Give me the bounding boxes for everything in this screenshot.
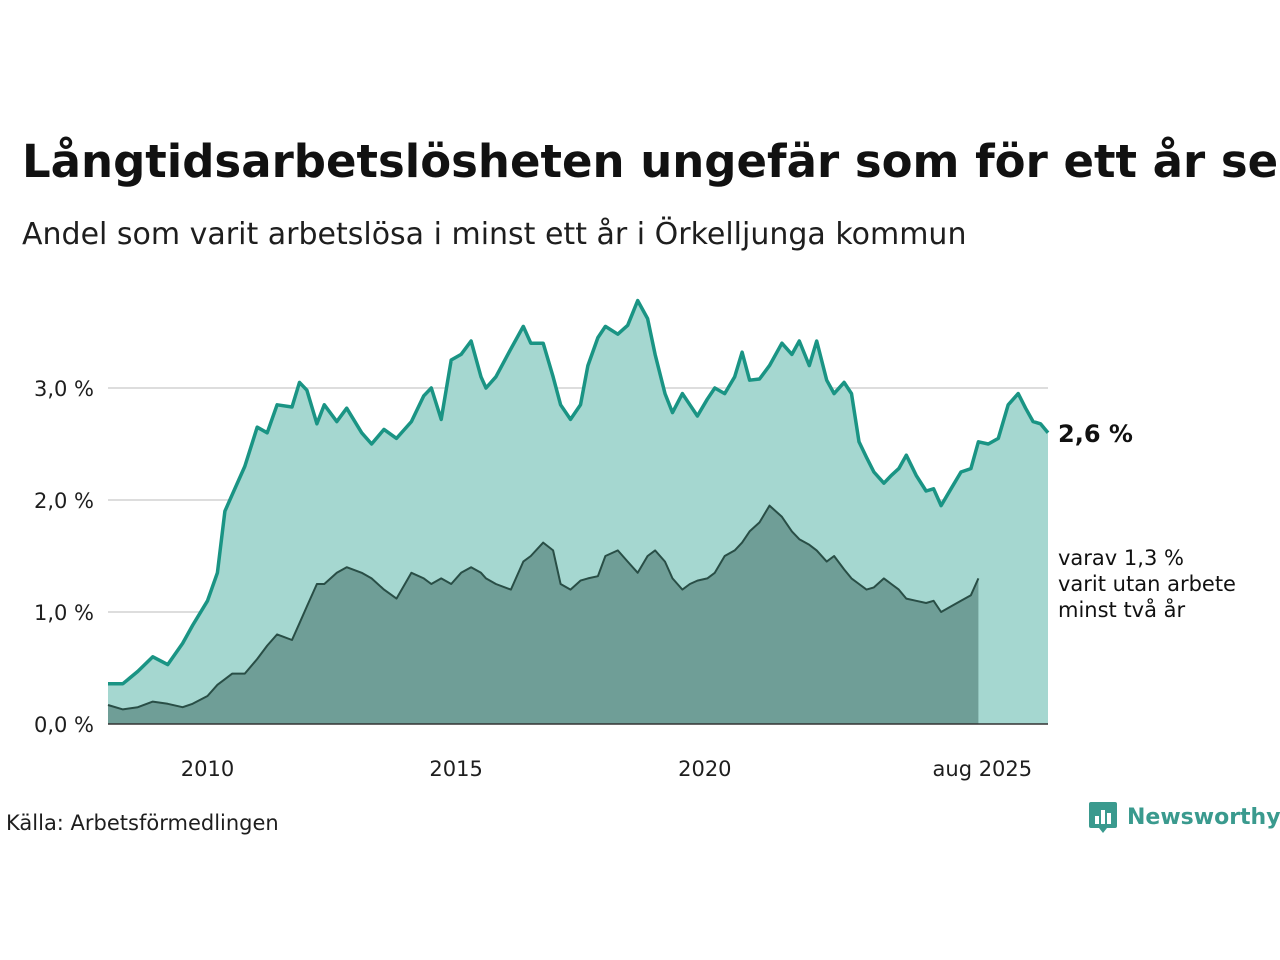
chart-subtitle: Andel som varit arbetslösa i minst ett å… — [22, 217, 967, 252]
annotation-line: varav 1,3 % — [1058, 546, 1184, 570]
y-tick-label: 3,0 % — [34, 377, 94, 401]
annotation-line: minst två år — [1058, 597, 1186, 622]
series-end-label-two-year: varav 1,3 % varit utan arbete minst två år — [1058, 546, 1236, 622]
x-tick-label: 2015 — [429, 757, 482, 781]
bar-chart-speech-bubble-icon — [1089, 802, 1117, 833]
series-area-two-year — [108, 505, 979, 724]
series-line-two-year — [107, 504, 980, 711]
series-line-long-term — [108, 298, 1050, 686]
source-note: Källa: Arbetsförmedlingen — [6, 811, 279, 835]
x-tick-label: 2020 — [678, 757, 731, 781]
annotation-line: varit utan arbete — [1058, 572, 1236, 596]
y-tick-label: 0,0 % — [34, 713, 94, 737]
x-tick-label: aug 2025 — [933, 757, 1033, 781]
series-end-label-long-term: 2,6 % — [1058, 420, 1133, 448]
y-tick-label: 2,0 % — [34, 489, 94, 513]
chart-title: Långtidsarbetslösheten ungefär som för e… — [22, 135, 1280, 188]
brand-name: Newsworthy — [1127, 804, 1280, 830]
x-tick-label: 2010 — [181, 757, 234, 781]
newsworthy-brand[interactable]: Newsworthy — [1088, 800, 1280, 834]
y-tick-label: 1,0 % — [34, 601, 94, 625]
